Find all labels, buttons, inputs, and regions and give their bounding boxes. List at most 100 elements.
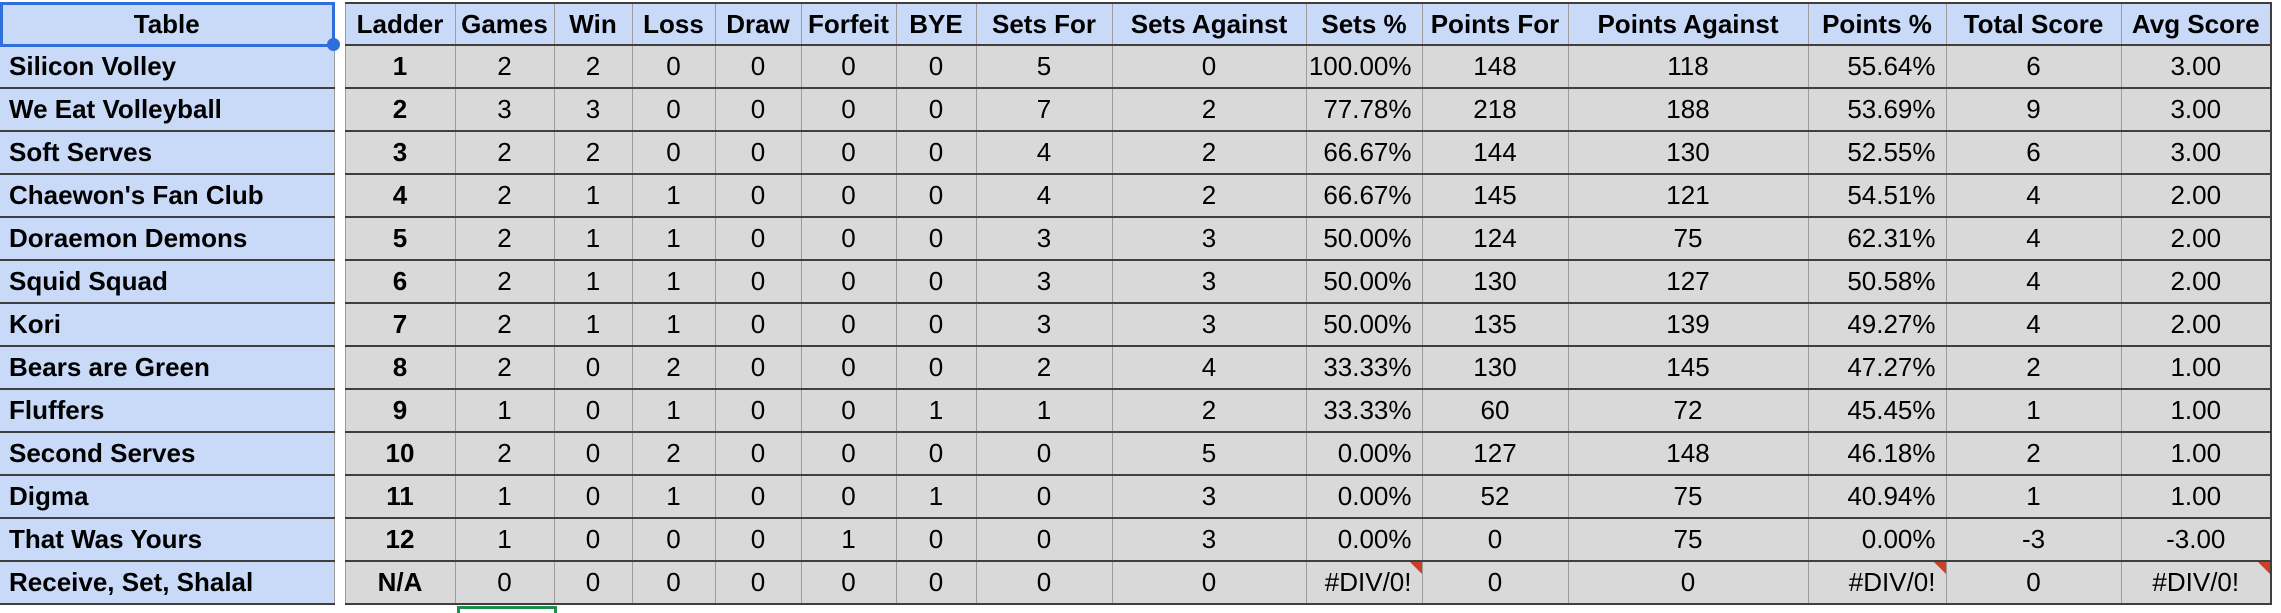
value-cell-avg-score[interactable]: 1.00	[2120, 475, 2272, 519]
value-cell-loss[interactable]: 2	[631, 432, 716, 476]
value-cell-points-against[interactable]: 118	[1567, 45, 1809, 89]
value-cell-total-score[interactable]: 0	[1945, 561, 2122, 605]
value-cell-win[interactable]: 0	[553, 346, 633, 390]
value-cell-ladder[interactable]: 7	[344, 303, 456, 347]
value-cell-games[interactable]: 2	[454, 45, 555, 89]
value-cell-avg-score[interactable]: 2.00	[2120, 303, 2272, 347]
value-cell-loss[interactable]: 1	[631, 174, 716, 218]
column-header-sets-[interactable]: Sets %	[1305, 2, 1423, 46]
value-cell-sets-[interactable]: 0.00%	[1305, 518, 1423, 562]
team-name-cell[interactable]: Receive, Set, Shalal	[0, 561, 335, 605]
value-cell-win[interactable]: 0	[553, 475, 633, 519]
value-cell-sets-for[interactable]: 4	[975, 174, 1113, 218]
value-cell-sets-for[interactable]: 3	[975, 260, 1113, 304]
value-cell-points-against[interactable]: 139	[1567, 303, 1809, 347]
value-cell-avg-score[interactable]: 2.00	[2120, 174, 2272, 218]
team-name-cell[interactable]: Second Serves	[0, 432, 335, 476]
value-cell-total-score[interactable]: 6	[1945, 45, 2122, 89]
value-cell-bye[interactable]: 0	[895, 131, 977, 175]
value-cell-points-against[interactable]: 188	[1567, 88, 1809, 132]
value-cell-avg-score[interactable]: 2.00	[2120, 260, 2272, 304]
value-cell-sets-[interactable]: 0.00%	[1305, 432, 1423, 476]
value-cell-ladder[interactable]: 4	[344, 174, 456, 218]
value-cell-sets-for[interactable]: 4	[975, 131, 1113, 175]
value-cell-sets-against[interactable]: 0	[1111, 561, 1307, 605]
value-cell-win[interactable]: 2	[553, 131, 633, 175]
value-cell-points-for[interactable]: 135	[1421, 303, 1569, 347]
value-cell-ladder[interactable]: N/A	[344, 561, 456, 605]
value-cell-bye[interactable]: 0	[895, 45, 977, 89]
value-cell-points-[interactable]: 46.18%	[1807, 432, 1947, 476]
value-cell-forfeit[interactable]: 0	[800, 217, 897, 261]
value-cell-draw[interactable]: 0	[714, 346, 802, 390]
value-cell-bye[interactable]: 0	[895, 432, 977, 476]
column-header-points-[interactable]: Points %	[1807, 2, 1947, 46]
value-cell-points-against[interactable]: 130	[1567, 131, 1809, 175]
value-cell-bye[interactable]: 0	[895, 174, 977, 218]
value-cell-sets-against[interactable]: 3	[1111, 217, 1307, 261]
team-name-cell[interactable]: We Eat Volleyball	[0, 88, 335, 132]
value-cell-ladder[interactable]: 5	[344, 217, 456, 261]
team-name-cell[interactable]: Doraemon Demons	[0, 217, 335, 261]
column-header-bye[interactable]: BYE	[895, 2, 977, 46]
value-cell-bye[interactable]: 0	[895, 346, 977, 390]
value-cell-draw[interactable]: 0	[714, 88, 802, 132]
value-cell-loss[interactable]: 0	[631, 45, 716, 89]
value-cell-sets-for[interactable]: 3	[975, 217, 1113, 261]
value-cell-forfeit[interactable]: 0	[800, 475, 897, 519]
value-cell-ladder[interactable]: 9	[344, 389, 456, 433]
value-cell-games[interactable]: 3	[454, 88, 555, 132]
value-cell-points-against[interactable]: 72	[1567, 389, 1809, 433]
value-cell-points-for[interactable]: 52	[1421, 475, 1569, 519]
value-cell-sets-[interactable]: 50.00%	[1305, 217, 1423, 261]
value-cell-games[interactable]: 2	[454, 174, 555, 218]
value-cell-points-[interactable]: #DIV/0!	[1807, 561, 1947, 605]
value-cell-points-for[interactable]: 130	[1421, 346, 1569, 390]
value-cell-games[interactable]: 1	[454, 518, 555, 562]
value-cell-sets-[interactable]: 66.67%	[1305, 174, 1423, 218]
value-cell-bye[interactable]: 0	[895, 303, 977, 347]
value-cell-forfeit[interactable]: 0	[800, 561, 897, 605]
column-header-points-for[interactable]: Points For	[1421, 2, 1569, 46]
value-cell-sets-for[interactable]: 1	[975, 389, 1113, 433]
value-cell-ladder[interactable]: 11	[344, 475, 456, 519]
value-cell-loss[interactable]: 0	[631, 88, 716, 132]
value-cell-forfeit[interactable]: 0	[800, 45, 897, 89]
value-cell-bye[interactable]: 0	[895, 518, 977, 562]
team-name-cell[interactable]: Fluffers	[0, 389, 335, 433]
value-cell-win[interactable]: 1	[553, 303, 633, 347]
column-header-loss[interactable]: Loss	[631, 2, 716, 46]
value-cell-forfeit[interactable]: 0	[800, 432, 897, 476]
value-cell-sets-for[interactable]: 5	[975, 45, 1113, 89]
value-cell-sets-[interactable]: #DIV/0!	[1305, 561, 1423, 605]
value-cell-total-score[interactable]: -3	[1945, 518, 2122, 562]
column-header-draw[interactable]: Draw	[714, 2, 802, 46]
column-header-table[interactable]: Table	[0, 2, 335, 46]
value-cell-sets-[interactable]: 100.00%	[1305, 45, 1423, 89]
value-cell-games[interactable]: 2	[454, 346, 555, 390]
value-cell-total-score[interactable]: 2	[1945, 346, 2122, 390]
value-cell-games[interactable]: 2	[454, 260, 555, 304]
column-header-win[interactable]: Win	[553, 2, 633, 46]
column-header-ladder[interactable]: Ladder	[344, 2, 456, 46]
value-cell-forfeit[interactable]: 0	[800, 174, 897, 218]
value-cell-points-for[interactable]: 148	[1421, 45, 1569, 89]
value-cell-sets-against[interactable]: 3	[1111, 518, 1307, 562]
value-cell-sets-[interactable]: 77.78%	[1305, 88, 1423, 132]
value-cell-win[interactable]: 0	[553, 432, 633, 476]
value-cell-bye[interactable]: 1	[895, 475, 977, 519]
value-cell-total-score[interactable]: 4	[1945, 217, 2122, 261]
value-cell-total-score[interactable]: 4	[1945, 174, 2122, 218]
value-cell-draw[interactable]: 0	[714, 475, 802, 519]
value-cell-points-[interactable]: 45.45%	[1807, 389, 1947, 433]
value-cell-points-[interactable]: 0.00%	[1807, 518, 1947, 562]
value-cell-total-score[interactable]: 4	[1945, 303, 2122, 347]
value-cell-loss[interactable]: 1	[631, 217, 716, 261]
value-cell-total-score[interactable]: 6	[1945, 131, 2122, 175]
value-cell-total-score[interactable]: 1	[1945, 475, 2122, 519]
value-cell-loss[interactable]: 1	[631, 389, 716, 433]
value-cell-avg-score[interactable]: 3.00	[2120, 88, 2272, 132]
value-cell-forfeit[interactable]: 0	[800, 88, 897, 132]
column-header-sets-against[interactable]: Sets Against	[1111, 2, 1307, 46]
value-cell-draw[interactable]: 0	[714, 260, 802, 304]
